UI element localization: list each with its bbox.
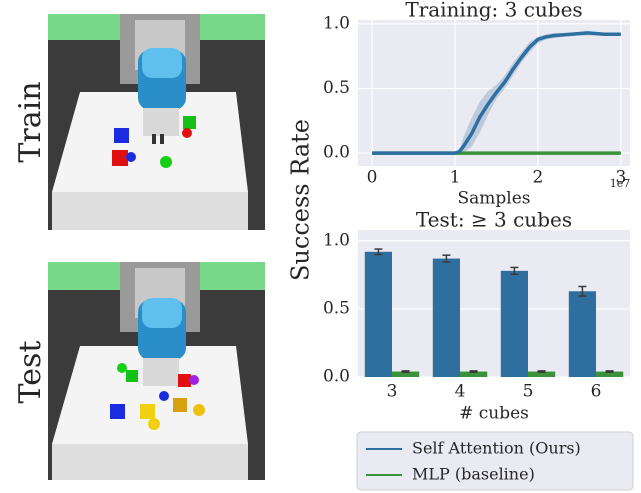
x-axis-label: Samples — [457, 189, 530, 209]
line — [372, 31, 621, 155]
image-label: Train — [13, 81, 48, 162]
error-bar — [442, 254, 451, 263]
bar — [568, 291, 596, 377]
error-bar — [469, 370, 478, 373]
y-tick-label: 0.5 — [323, 298, 350, 318]
y-tick-label: 0.0 — [323, 367, 350, 387]
legend-box — [356, 431, 634, 491]
bar — [596, 371, 624, 377]
error-bar — [401, 370, 410, 373]
y-tick-label: 0.5 — [323, 78, 350, 98]
bar — [364, 251, 392, 377]
error-bar — [605, 370, 614, 373]
error-bar — [510, 266, 519, 275]
y-tick-label: 1.0 — [323, 230, 350, 250]
error-bar — [537, 370, 546, 373]
legend-label: Self Attention (Ours) — [412, 439, 581, 458]
y-axis-label: Success Rate — [287, 119, 315, 281]
x-tick-label: 2 — [533, 168, 544, 188]
test-render — [48, 262, 265, 480]
x-tick-label: 1 — [450, 168, 461, 188]
y-tick-label: 0.0 — [323, 143, 350, 163]
x-tick-label: 3 — [615, 168, 626, 188]
bar — [392, 371, 420, 377]
bar — [528, 371, 556, 377]
bar — [500, 270, 528, 377]
x-tick-label: 0 — [367, 168, 378, 188]
bar — [432, 258, 460, 377]
legend-label: MLP (baseline) — [412, 465, 535, 484]
y-tick-label: 1.0 — [323, 13, 350, 33]
x-tick-label: 4 — [455, 382, 466, 402]
chart-title: Training: 3 cubes — [405, 0, 582, 22]
x-multiplier: 1e7 — [610, 177, 631, 190]
error-bar — [374, 248, 383, 256]
x-axis-label: # cubes — [459, 404, 529, 424]
x-tick-label: 5 — [523, 382, 534, 402]
image-label: Test — [13, 341, 48, 404]
error-bar — [578, 285, 587, 297]
bar — [460, 371, 488, 377]
x-tick-label: 3 — [387, 382, 398, 402]
x-tick-label: 6 — [591, 382, 602, 402]
train-render — [48, 14, 265, 230]
chart-title: Test: ≥ 3 cubes — [416, 208, 572, 232]
